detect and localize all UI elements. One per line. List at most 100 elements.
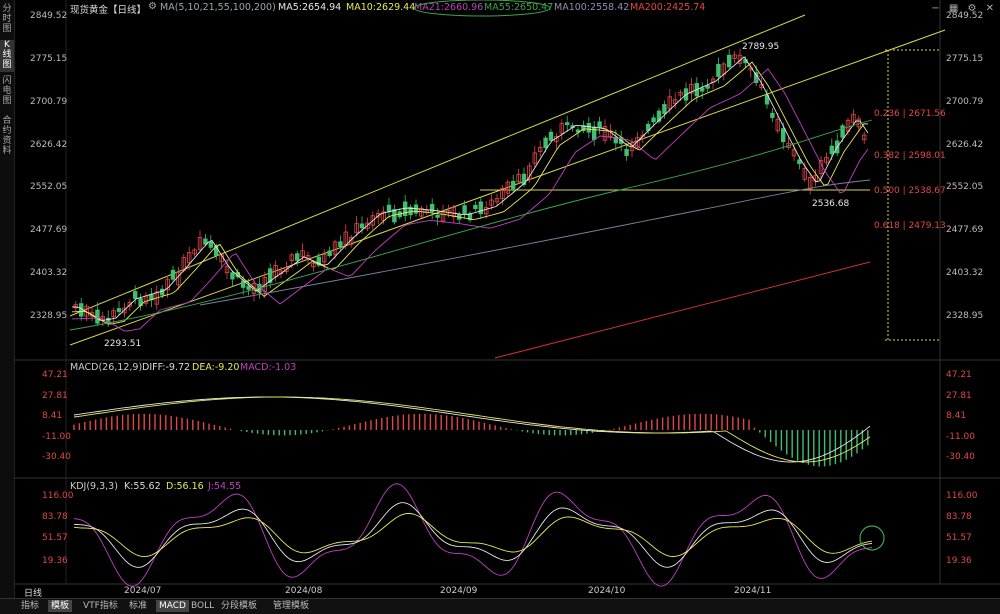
candle-body bbox=[559, 123, 564, 134]
price-axis-right-label: 2775.15 bbox=[946, 54, 984, 64]
candle-body bbox=[640, 134, 645, 139]
period-label[interactable]: 日线 bbox=[24, 589, 43, 599]
sidebar-tab-timeshare[interactable]: 分时图 bbox=[2, 4, 12, 34]
candle-body bbox=[284, 267, 289, 272]
kdj-axis-right-label: 83.78 bbox=[946, 512, 972, 522]
candle-body bbox=[132, 291, 138, 299]
candle-body bbox=[597, 121, 602, 129]
candle-body bbox=[208, 241, 213, 248]
candle-body bbox=[246, 285, 251, 290]
tab-template[interactable]: 模板 bbox=[48, 600, 73, 612]
time-axis-label: 2024/10 bbox=[588, 586, 626, 596]
candle-body bbox=[343, 231, 348, 246]
candle-body bbox=[538, 146, 543, 152]
candle-body bbox=[429, 203, 435, 212]
bottom-toolbar: 指标 模板 VTF指标 标准 MACD BOLL 分段模板 管理模板 bbox=[0, 598, 1000, 614]
tab-standard[interactable]: 标准 bbox=[129, 601, 148, 611]
ma55-value: MA55:2650.47 bbox=[484, 2, 554, 13]
kdj-axis-left-label: 51.57 bbox=[42, 533, 68, 543]
kdj-axis-left-label: 19.36 bbox=[42, 556, 68, 566]
tab-manage-template[interactable]: 管理模板 bbox=[273, 601, 310, 611]
macd-axis-right-label: 8.41 bbox=[946, 411, 967, 421]
ma-highlight-ellipse bbox=[413, 0, 551, 17]
kdj-axis-right-label: 51.57 bbox=[946, 533, 972, 543]
price-axis-right-label: 2626.42 bbox=[946, 140, 984, 150]
kdj-d-line bbox=[73, 513, 873, 558]
minus-icon[interactable]: − bbox=[931, 3, 940, 14]
ma55-line bbox=[69, 119, 873, 331]
ma10-line bbox=[71, 61, 869, 325]
sidebar-tab-flash[interactable]: 闪电图 bbox=[2, 76, 12, 106]
candle-body bbox=[348, 236, 354, 245]
candle-body bbox=[127, 302, 132, 307]
tab-boll[interactable]: BOLL bbox=[191, 601, 215, 611]
candle-body bbox=[532, 152, 537, 164]
candle-body bbox=[862, 134, 867, 141]
ma5-line bbox=[71, 56, 869, 321]
candle-body bbox=[581, 125, 586, 131]
macd-value: MACD:-1.03 bbox=[240, 362, 297, 373]
macd-axis-right-label: -30.40 bbox=[946, 452, 976, 462]
candle-body bbox=[473, 204, 478, 210]
close-icon[interactable]: ✕ bbox=[985, 3, 994, 14]
price-axis-right-label: 2849.52 bbox=[946, 11, 984, 21]
time-axis-label: 2024/09 bbox=[440, 586, 478, 596]
kdj-j: J:54.55 bbox=[208, 481, 242, 492]
candle-body bbox=[689, 83, 694, 94]
fib-236-label: 0.236 | 2671.56 bbox=[874, 109, 946, 119]
price-axis-right-label: 2477.69 bbox=[946, 225, 984, 235]
price-axis-right-label: 2328.95 bbox=[946, 311, 984, 321]
tab-vtf[interactable]: VTF指标 bbox=[83, 601, 118, 611]
price-axis-left-label: 2849.52 bbox=[30, 11, 68, 21]
price-axis-left-label: 2328.95 bbox=[30, 311, 68, 321]
grid-icon[interactable]: ▦ bbox=[948, 3, 959, 14]
ma-params: MA(5,10,21,55,100,200) bbox=[160, 2, 276, 13]
fib-500-label: 0.500 | 2538.67 bbox=[874, 186, 946, 196]
candle-body bbox=[613, 136, 618, 144]
candle-body bbox=[548, 131, 554, 141]
candle-body bbox=[705, 85, 710, 89]
candle-body bbox=[165, 278, 170, 291]
macd-axis-left-label: 8.41 bbox=[42, 411, 63, 421]
candle-body bbox=[516, 173, 521, 183]
candle-body bbox=[602, 126, 608, 141]
candle-body bbox=[635, 137, 640, 149]
candle-body bbox=[462, 205, 467, 215]
candle-body bbox=[797, 159, 802, 164]
tab-indicators[interactable]: 指标 bbox=[21, 601, 40, 611]
settings-small-icon[interactable]: ⚙ bbox=[148, 1, 157, 12]
candle-body bbox=[230, 272, 235, 280]
candle-body bbox=[851, 113, 856, 124]
candle-body bbox=[494, 198, 500, 203]
tab-macd[interactable]: MACD bbox=[156, 600, 189, 612]
macd-axis-left-label: -30.40 bbox=[42, 452, 72, 462]
candle-body bbox=[300, 250, 305, 257]
candle-body bbox=[829, 145, 834, 155]
fib-618-label: 0.618 | 2479.13 bbox=[874, 221, 946, 231]
candle-body bbox=[840, 125, 845, 138]
tab-segment-template[interactable]: 分段模板 bbox=[221, 601, 258, 611]
macd-axis-right-label: 47.21 bbox=[946, 370, 972, 380]
candle-body bbox=[354, 223, 359, 234]
time-axis-label: 2024/07 bbox=[124, 586, 162, 596]
candle-body bbox=[375, 213, 381, 218]
candle-body bbox=[500, 187, 505, 199]
candle-body bbox=[575, 129, 581, 133]
settings-icon[interactable]: ⚙ bbox=[967, 3, 977, 14]
candle-body bbox=[808, 177, 813, 190]
window-controls: − ▦ ⚙ ✕ bbox=[925, 3, 994, 14]
candle-body bbox=[678, 91, 683, 96]
candle-body bbox=[116, 308, 122, 312]
ma5-value: MA5:2654.94 bbox=[278, 2, 342, 13]
sidebar-tab-kline[interactable]: K线图 bbox=[0, 40, 14, 72]
symbol-title: 现货黄金【日线】 bbox=[70, 5, 147, 16]
ma21-line bbox=[71, 68, 869, 332]
candle-body bbox=[716, 63, 721, 77]
time-axis-label: 2024/08 bbox=[285, 586, 323, 596]
candle-body bbox=[73, 304, 78, 309]
fib-382-label: 0.382 | 2598.01 bbox=[874, 151, 946, 161]
kdj-k-line bbox=[73, 502, 873, 568]
sidebar-tab-contract-info[interactable]: 合约资料 bbox=[2, 116, 12, 156]
high-label: 2789.95 bbox=[742, 42, 780, 52]
price-axis-left-label: 2626.42 bbox=[30, 140, 68, 150]
